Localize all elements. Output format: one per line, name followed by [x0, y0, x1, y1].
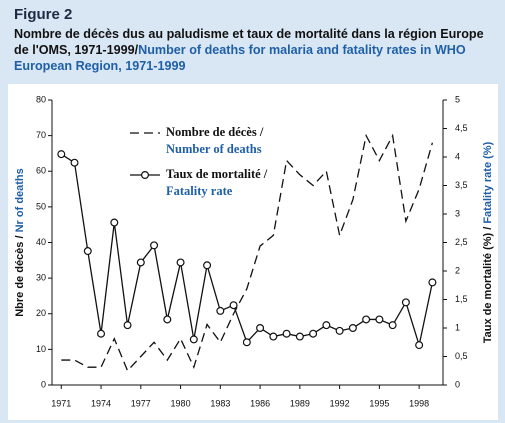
point	[150, 241, 159, 250]
legend-label-en: Number of deaths	[166, 142, 262, 156]
point	[322, 321, 331, 330]
y-tick-label: 20	[36, 308, 46, 318]
point	[348, 324, 357, 333]
legend-marker	[141, 171, 150, 180]
y2-tick-label: 1,5	[455, 294, 468, 304]
y-axis-title: Nbre de décès / Nr of deaths	[14, 168, 26, 317]
point	[401, 298, 410, 307]
point	[295, 332, 304, 341]
header: Figure 2 Nombre de décès dus au paludism…	[14, 6, 494, 74]
y-tick-label: 30	[36, 273, 46, 283]
y-axis-title-fr: Nbre de décès /	[14, 232, 26, 316]
y2-tick-label: 2,5	[455, 237, 468, 247]
x-tick-label: 1971	[51, 398, 71, 408]
subtitle-fr: Nombre de décès dus au paludisme et taux…	[14, 27, 484, 57]
point	[136, 258, 145, 267]
y-tick-label: 40	[36, 237, 46, 247]
point	[415, 341, 424, 350]
figure-label: Figure 2	[14, 6, 73, 23]
series-line	[61, 133, 434, 372]
point	[335, 326, 344, 335]
legend-label-en: Fatality rate	[166, 184, 233, 198]
y2-axis-title-fr: Taux de mortalité (%) /	[482, 224, 494, 344]
x-tick-label: 1974	[91, 398, 111, 408]
point	[269, 332, 278, 341]
y-tick-label: 50	[36, 201, 46, 211]
y2-axis-title: Taux de mortalité (%) / Fatality rate (%…	[482, 141, 494, 343]
x-tick-label: 1995	[369, 398, 389, 408]
y2-tick-label: 5	[455, 94, 460, 104]
point	[428, 278, 437, 287]
y-axis-title-en: Nr of deaths	[14, 168, 26, 232]
point	[282, 329, 291, 338]
y2-axis-title-en: Fatality rate (%)	[482, 141, 494, 223]
y2-tick-label: 3	[455, 208, 460, 218]
x-tick-label: 1980	[171, 398, 191, 408]
x-tick-label: 1983	[210, 398, 230, 408]
y-tick-label: 70	[36, 130, 46, 140]
y-tick-label: 60	[36, 166, 46, 176]
point	[216, 306, 225, 315]
point	[362, 315, 371, 324]
y2-tick-label: 1	[455, 322, 460, 332]
y-tick-label: 80	[36, 94, 46, 104]
x-tick-label: 1977	[131, 398, 151, 408]
point	[83, 247, 92, 256]
y2-tick-label: 0	[455, 379, 460, 389]
point	[97, 329, 106, 338]
point	[309, 329, 318, 338]
y2-tick-label: 0,5	[455, 351, 468, 361]
point	[375, 315, 384, 324]
y2-tick-label: 4	[455, 151, 460, 161]
point	[110, 218, 119, 227]
x-tick-label: 1986	[250, 398, 270, 408]
y-tick-label: 0	[41, 379, 46, 389]
x-tick-label: 1998	[409, 398, 429, 408]
y2-tick-label: 4,5	[455, 123, 468, 133]
point	[203, 261, 212, 270]
point	[57, 150, 66, 159]
subtitle-en: Number of deaths for malaria and fatalit…	[14, 43, 466, 73]
x-tick-label: 1989	[290, 398, 310, 408]
point	[242, 338, 251, 347]
point	[229, 301, 238, 310]
point	[176, 258, 185, 267]
point	[256, 324, 265, 333]
point	[70, 158, 79, 167]
legend-label: Nombre de décès /	[166, 125, 264, 139]
subtitle: Nombre de décès dus au paludisme et taux…	[14, 26, 494, 74]
point	[388, 321, 397, 330]
y2-tick-label: 3,5	[455, 180, 468, 190]
y2-tick-label: 2	[455, 265, 460, 275]
point	[163, 315, 172, 324]
legend-label: Taux de mortalité /	[166, 167, 268, 181]
point	[123, 321, 132, 330]
y-tick-label: 10	[36, 344, 46, 354]
point	[189, 335, 198, 344]
x-tick-label: 1992	[330, 398, 350, 408]
